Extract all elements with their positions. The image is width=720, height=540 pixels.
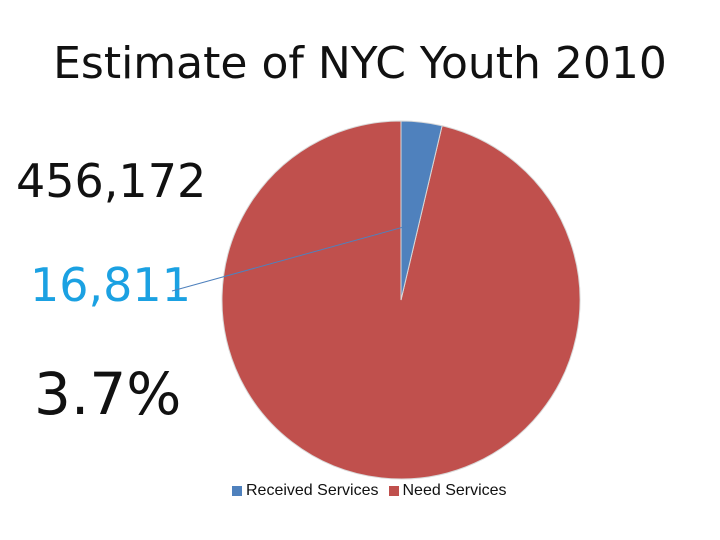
legend-item-received: Received Services: [232, 482, 379, 500]
chart-legend: Received Services Need Services: [232, 482, 517, 500]
legend-label-received: Received Services: [246, 482, 379, 499]
pie-slice-received: [400, 120, 443, 301]
received-services-count-label: 16,811: [30, 258, 191, 312]
leader-line: [171, 224, 410, 292]
received-percent-label: 3.7%: [34, 360, 182, 428]
legend-item-need: Need Services: [388, 482, 507, 500]
legend-swatch-need: [388, 486, 399, 496]
total-youth-label: 456,172: [16, 154, 207, 208]
legend-label-need: Need Services: [402, 482, 507, 499]
legend-swatch-received: [232, 486, 242, 496]
chart-title: Estimate of NYC Youth 2010: [53, 38, 667, 89]
